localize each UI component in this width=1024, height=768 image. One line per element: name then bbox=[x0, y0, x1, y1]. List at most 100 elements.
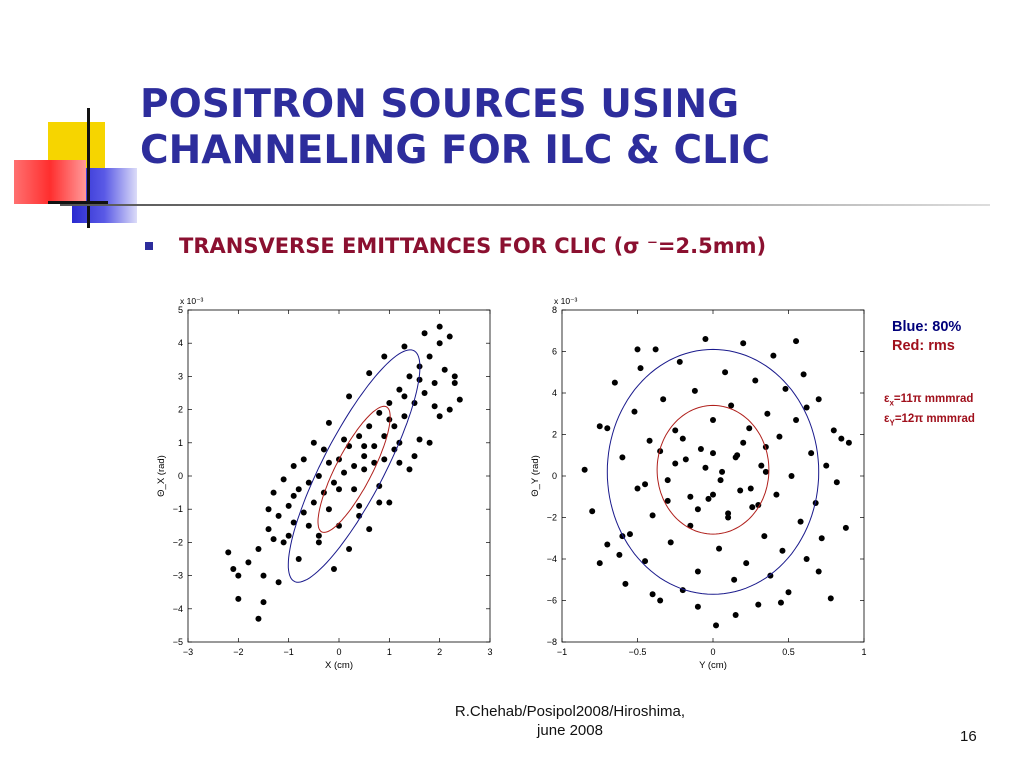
data-point bbox=[682, 456, 689, 463]
data-point bbox=[611, 379, 618, 386]
data-point bbox=[386, 499, 393, 506]
data-point bbox=[401, 393, 408, 400]
page-title: POSITRON SOURCES USING CHANNELING FOR IL… bbox=[140, 82, 940, 174]
data-point bbox=[351, 486, 358, 493]
data-point bbox=[376, 499, 383, 506]
data-point bbox=[838, 435, 845, 442]
y-tick-label: 3 bbox=[178, 371, 183, 381]
data-point bbox=[697, 446, 704, 453]
data-point bbox=[827, 595, 834, 602]
data-point bbox=[581, 466, 588, 473]
data-point bbox=[265, 506, 272, 513]
data-point bbox=[436, 323, 443, 330]
data-point bbox=[710, 491, 716, 498]
data-point bbox=[230, 565, 237, 572]
data-point bbox=[694, 568, 701, 575]
data-point bbox=[800, 371, 807, 378]
y-tick-label: 1 bbox=[178, 438, 183, 448]
y-multiplier-label: x 10⁻³ bbox=[554, 296, 578, 306]
data-point bbox=[732, 612, 739, 619]
data-point bbox=[770, 352, 777, 359]
data-point bbox=[731, 576, 738, 583]
data-point bbox=[746, 425, 753, 432]
x-tick-label: −0.5 bbox=[629, 647, 647, 657]
data-point bbox=[451, 380, 458, 387]
data-point bbox=[808, 450, 815, 457]
y-tick-label: 4 bbox=[552, 388, 557, 398]
emittance-x-value: =11π mmmrad bbox=[893, 393, 974, 405]
data-point bbox=[386, 416, 393, 423]
data-point bbox=[356, 502, 363, 509]
data-point bbox=[626, 531, 633, 538]
data-point bbox=[604, 541, 611, 548]
data-point bbox=[717, 477, 724, 484]
data-point bbox=[391, 423, 398, 430]
data-point bbox=[411, 453, 418, 460]
emittance-x: εx=11π mmmrad bbox=[884, 393, 974, 408]
data-point bbox=[596, 423, 603, 430]
bullet-item: TRANSVERSE EMITTANCES FOR CLIC (σ ⁻=2.5m… bbox=[145, 234, 766, 258]
data-point bbox=[702, 464, 709, 471]
y-tick-label: 0 bbox=[552, 471, 557, 481]
data-point bbox=[740, 340, 747, 347]
data-point bbox=[830, 427, 837, 434]
data-point bbox=[426, 353, 433, 360]
data-point bbox=[315, 473, 322, 479]
scatter-chart-y: −1 −0.5 0 0.5 1 −8 −6 −4 −2 0 2 4 6 8x 10⁻³ Y (cm) Θ_Y … bbox=[530, 296, 867, 671]
data-point bbox=[694, 603, 701, 610]
data-point bbox=[713, 622, 720, 629]
data-point bbox=[431, 380, 438, 387]
x-axis-label: X (cm) bbox=[325, 660, 353, 671]
data-point bbox=[436, 413, 443, 420]
data-point bbox=[725, 510, 732, 517]
data-point bbox=[366, 423, 373, 430]
title-line-1: POSITRON SOURCES USING bbox=[140, 82, 740, 127]
data-point bbox=[315, 532, 322, 539]
data-point bbox=[818, 535, 825, 542]
data-point bbox=[446, 333, 453, 340]
data-point bbox=[823, 462, 830, 469]
data-point bbox=[815, 568, 822, 575]
data-point bbox=[265, 526, 272, 533]
y-tick-label: −4 bbox=[173, 604, 183, 614]
data-point bbox=[341, 469, 348, 476]
data-point bbox=[649, 512, 656, 519]
data-point bbox=[657, 597, 664, 604]
y-tick-label: 8 bbox=[552, 305, 557, 315]
data-point bbox=[361, 453, 368, 460]
data-point bbox=[290, 519, 297, 526]
data-point bbox=[710, 416, 716, 423]
data-point bbox=[351, 463, 358, 470]
data-point bbox=[691, 387, 698, 394]
data-point bbox=[325, 419, 332, 426]
data-point bbox=[672, 460, 679, 467]
scatter-chart-x: −3 −2 −1 0 1 2 3 −5 −4 −3 −2 −1 0 1 2 3 4 5x 10⁻³ X (cm) Θ_… bbox=[156, 296, 493, 671]
data-point bbox=[300, 509, 307, 516]
x-tick-label: −3 bbox=[183, 647, 193, 657]
footer-line-1: R.Chehab/Posipol2008/Hiroshima, bbox=[454, 703, 686, 720]
data-point bbox=[396, 386, 403, 393]
data-point bbox=[341, 436, 348, 443]
data-point bbox=[421, 390, 428, 396]
data-point bbox=[381, 433, 388, 440]
data-point bbox=[320, 446, 327, 453]
data-point bbox=[225, 549, 232, 556]
data-point bbox=[371, 459, 378, 466]
data-point bbox=[255, 546, 262, 553]
y-multiplier-label: x 10⁻³ bbox=[180, 296, 204, 306]
data-point bbox=[747, 485, 754, 492]
emittance-x-subscript: x bbox=[889, 398, 894, 408]
data-point bbox=[285, 502, 292, 509]
data-point bbox=[310, 499, 317, 506]
data-point bbox=[325, 506, 332, 513]
data-point bbox=[672, 427, 679, 434]
data-point bbox=[687, 493, 694, 500]
footer-text: R.Chehab/Posipol2008/Hiroshima, june 200… bbox=[415, 702, 725, 740]
data-point bbox=[642, 558, 649, 565]
y-tick-label: −1 bbox=[173, 504, 183, 514]
y-tick-label: −2 bbox=[173, 537, 183, 547]
data-point bbox=[416, 436, 423, 443]
x-tick-label: 2 bbox=[437, 647, 442, 657]
data-point bbox=[446, 406, 453, 413]
data-point bbox=[280, 476, 287, 483]
